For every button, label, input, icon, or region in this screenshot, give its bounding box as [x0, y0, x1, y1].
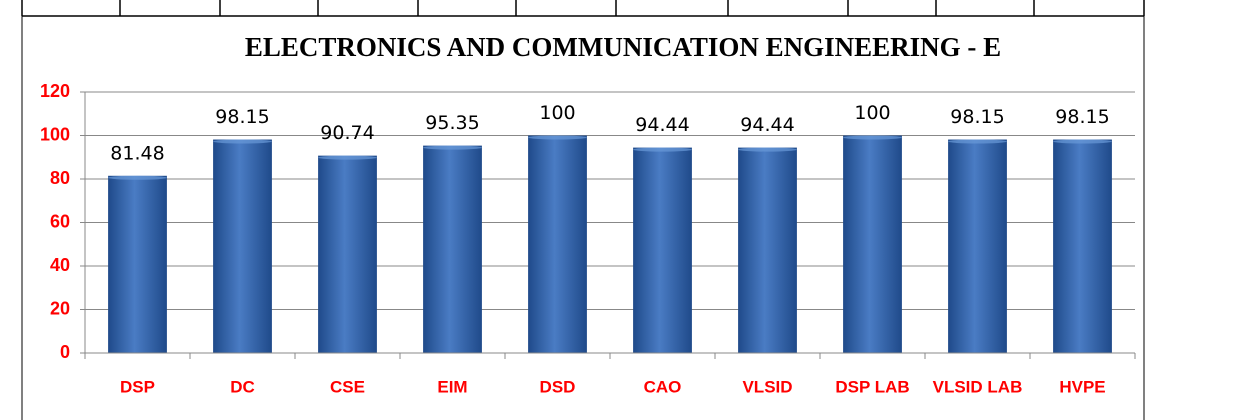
x-tick-label: DSP: [120, 377, 155, 396]
y-tick-label: 40: [50, 255, 70, 275]
bar: [528, 135, 587, 353]
data-label: 94.44: [635, 114, 689, 136]
chart-title: ELECTRONICS AND COMMUNICATION ENGINEERIN…: [245, 32, 1001, 62]
y-tick-label: 20: [50, 298, 70, 318]
bar-cap: [423, 145, 482, 150]
bar: [108, 175, 167, 353]
x-tick-label: EIM: [437, 377, 467, 396]
x-tick-label: VLSID LAB: [933, 377, 1023, 396]
x-tick-label: VLSID: [742, 377, 792, 396]
data-label: 95.35: [425, 112, 479, 134]
y-tick-label: 60: [50, 211, 70, 231]
bar: [738, 147, 797, 353]
bar: [213, 139, 272, 353]
bar: [423, 145, 482, 353]
y-tick-label: 100: [40, 124, 70, 144]
table-fragment: [21, 0, 1145, 17]
data-label: 98.15: [215, 106, 269, 128]
x-tick-label: CSE: [330, 377, 365, 396]
bar: [948, 139, 1007, 353]
x-tick-label: CAO: [644, 377, 682, 396]
data-label: 81.48: [110, 142, 164, 164]
y-tick-label: 0: [60, 342, 70, 362]
x-tick-label: DC: [230, 377, 255, 396]
x-tick-label: DSP LAB: [835, 377, 909, 396]
bar: [1053, 139, 1112, 353]
bar-cap: [1053, 139, 1112, 144]
bar-cap: [633, 147, 692, 152]
bar: [843, 135, 902, 353]
x-tick-label: HVPE: [1059, 377, 1105, 396]
bar-cap: [108, 175, 167, 180]
bar-cap: [843, 135, 902, 140]
bar: [633, 147, 692, 353]
bar-cap: [528, 135, 587, 140]
data-label: 98.15: [950, 106, 1004, 128]
x-tick-label: DSD: [540, 377, 576, 396]
data-label: 100: [539, 102, 575, 124]
bar-cap: [318, 155, 377, 160]
data-label: 98.15: [1055, 106, 1109, 128]
data-label: 90.74: [320, 122, 374, 144]
data-label: 94.44: [740, 114, 794, 136]
y-tick-label: 80: [50, 168, 70, 188]
data-label: 100: [854, 102, 890, 124]
bar-cap: [738, 147, 797, 152]
chart-border: [21, 16, 1145, 420]
y-tick-label: 120: [40, 81, 70, 101]
bar: [318, 155, 377, 353]
bar-cap: [213, 139, 272, 144]
bar-cap: [948, 139, 1007, 144]
